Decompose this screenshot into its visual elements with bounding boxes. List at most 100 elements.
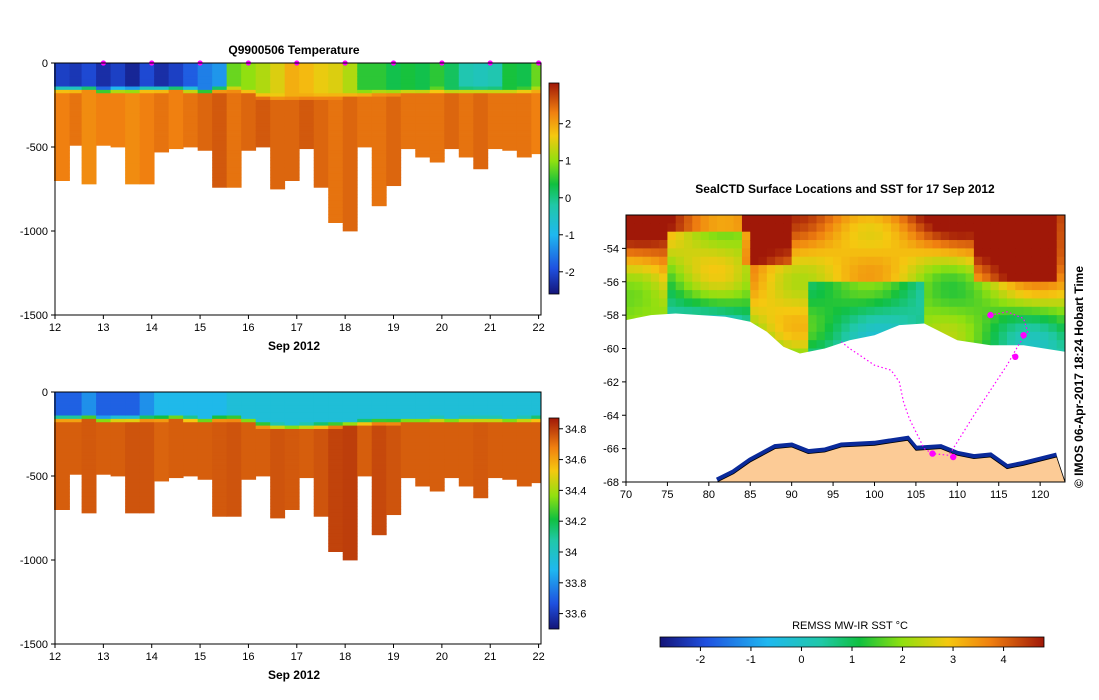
section-cell	[342, 214, 358, 218]
temperature-colorbar	[548, 82, 560, 295]
section-cell	[400, 130, 416, 134]
section-cell	[96, 66, 112, 71]
section-cell	[241, 435, 257, 440]
section-cell	[125, 66, 141, 71]
sst-cell	[692, 231, 701, 241]
section-cell	[54, 472, 70, 477]
section-cell	[458, 99, 474, 104]
section-cell	[386, 133, 402, 138]
section-cell	[328, 496, 344, 500]
sst-cell	[915, 256, 925, 266]
section-cell	[110, 130, 126, 134]
sst-cell	[841, 306, 851, 316]
sst-cell	[874, 306, 884, 316]
sst-cell	[775, 298, 784, 308]
sst-cell	[924, 281, 933, 291]
sst-cell	[891, 248, 900, 258]
section-cell	[371, 519, 387, 524]
section-cell	[168, 415, 184, 420]
section-cell	[473, 83, 489, 87]
sst-cell	[849, 248, 859, 258]
section-cell	[284, 83, 300, 87]
section-cell	[212, 63, 228, 67]
section-cell	[197, 147, 213, 151]
sst-cell	[874, 256, 884, 266]
section-cell	[212, 422, 228, 426]
section-cell	[270, 445, 286, 450]
section-cell	[212, 130, 228, 134]
sst-cell	[750, 240, 759, 249]
sst-cell	[924, 273, 933, 283]
section-cell	[154, 113, 170, 118]
section-cell	[473, 153, 489, 158]
sst-cell	[857, 331, 867, 341]
section-cell	[400, 422, 416, 426]
section-cell	[125, 415, 141, 420]
section-cell	[255, 110, 271, 114]
section-cell	[328, 200, 344, 205]
section-cell	[284, 398, 300, 403]
section-cell	[226, 183, 242, 188]
section-cell	[342, 482, 358, 487]
section-cell	[371, 170, 387, 175]
section-cell	[444, 130, 460, 134]
section-cell	[386, 116, 402, 121]
section-cell	[371, 96, 387, 101]
sst-cell	[650, 240, 660, 249]
sst-cell	[924, 290, 933, 299]
salinity-section-chart: 12 13 14 15 16 17 18 19 20 21 220-500-1000-1500 Se…	[20, 387, 587, 682]
section-cell	[473, 110, 489, 114]
section-cell	[226, 402, 242, 406]
section-cell	[54, 130, 70, 134]
section-cell	[139, 499, 155, 504]
section-cell	[154, 462, 170, 467]
section-cell	[226, 435, 242, 440]
section-cell	[168, 143, 184, 148]
section-cell	[270, 183, 286, 188]
sst-cell	[940, 240, 950, 249]
section-cell	[270, 177, 286, 181]
section-cell	[183, 126, 199, 131]
section-cell	[473, 106, 489, 111]
section-cell	[226, 408, 242, 413]
section-cell	[139, 435, 155, 440]
section-cell	[270, 496, 286, 500]
sst-cell	[1015, 265, 1024, 274]
sst-cell	[1015, 331, 1024, 341]
sst-cell	[1040, 215, 1049, 224]
section-cell	[516, 442, 532, 447]
section-cell	[487, 140, 503, 145]
sst-cell	[965, 248, 975, 258]
section-cell	[81, 150, 97, 155]
section-cell	[531, 73, 542, 77]
sst-cell	[816, 231, 826, 241]
section-cell	[328, 428, 344, 433]
section-cell	[212, 140, 228, 145]
section-cell	[299, 143, 315, 148]
section-cell	[328, 398, 344, 403]
section-cell	[96, 93, 112, 97]
section-cell	[270, 96, 286, 101]
section-cell	[357, 79, 373, 84]
section-cell	[284, 116, 300, 121]
section-cell	[328, 103, 344, 108]
sst-cell	[998, 231, 1008, 241]
section-cell	[371, 506, 387, 510]
section-cell	[342, 506, 358, 510]
sst-cell	[866, 306, 875, 316]
section-cell	[458, 143, 474, 148]
section-cell	[54, 486, 70, 490]
sst-cell	[717, 223, 726, 233]
sst-cell	[849, 265, 859, 274]
section-cell	[473, 126, 489, 131]
sst-cell	[626, 298, 635, 308]
sst-cell	[1023, 273, 1033, 283]
x-tick-label: 15	[194, 651, 206, 663]
section-cell	[226, 130, 242, 134]
sst-cell	[791, 215, 801, 224]
section-cell	[212, 157, 228, 161]
sst-cell	[783, 315, 793, 324]
sst-cell	[866, 273, 875, 283]
sst-cell	[857, 306, 867, 316]
section-cell	[154, 126, 170, 131]
